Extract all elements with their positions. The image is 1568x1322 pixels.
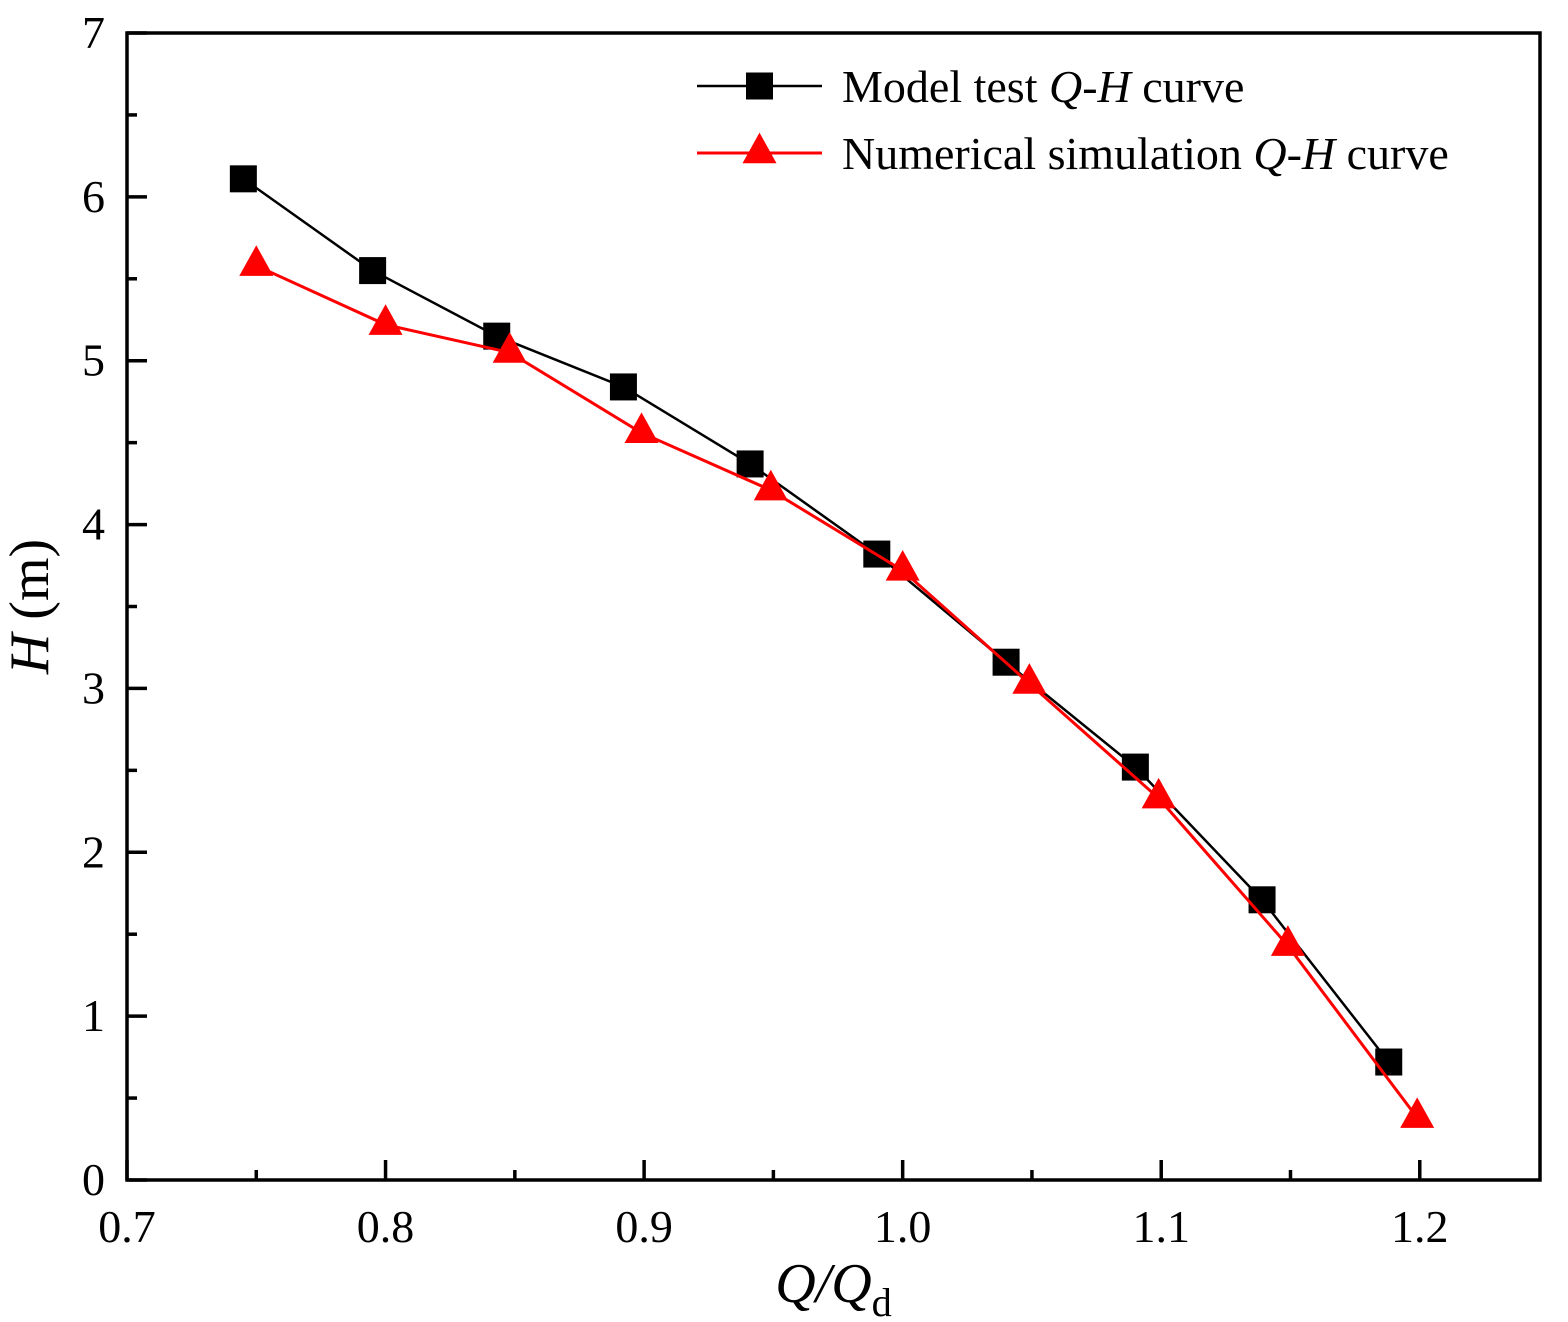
model-test-marker: [229, 165, 257, 193]
numerical-simulation-marker: [753, 469, 788, 501]
legend-marker-numerical-simulation: [742, 132, 777, 164]
numerical-simulation-marker: [1012, 663, 1047, 694]
x-tick-label: 1.0: [874, 1201, 932, 1252]
y-tick-label: 1: [82, 990, 105, 1041]
y-tick-label: 3: [82, 662, 105, 713]
y-axis-title: H (m): [0, 539, 61, 675]
y-tick-label: 4: [82, 499, 105, 550]
legend-marker-model-test: [746, 72, 773, 100]
x-axis-title: Q/Qd: [775, 1253, 892, 1317]
numerical-simulation-marker: [885, 550, 920, 581]
plot-border: [125, 31, 1542, 1182]
x-tick-label: 0.8: [357, 1201, 415, 1252]
y-tick-label: 6: [82, 171, 105, 222]
numerical-simulation-marker: [1400, 1097, 1435, 1128]
numerical-simulation-marker: [492, 332, 527, 363]
model-test-marker: [609, 373, 637, 401]
numerical-simulation-marker: [1270, 925, 1305, 956]
legend-label-numerical-simulation: Numerical simulation Q-H curve: [842, 128, 1449, 179]
y-tick-label: 5: [82, 335, 105, 386]
y-tick-label: 0: [82, 1154, 105, 1205]
numerical-simulation-marker: [1141, 777, 1176, 809]
numerical-simulation-marker: [624, 412, 659, 444]
x-tick-label: 1.1: [1132, 1201, 1190, 1252]
x-tick-label: 0.7: [98, 1201, 156, 1252]
numerical-simulation-marker: [368, 304, 403, 335]
model-test-marker: [1248, 886, 1276, 914]
x-tick-label: 0.9: [615, 1201, 673, 1252]
numerical-simulation-line: [255, 264, 1419, 1119]
numerical-simulation-marker: [239, 245, 274, 276]
model-test-line: [242, 177, 1390, 1063]
y-tick-label: 2: [82, 826, 105, 877]
model-test-marker: [1375, 1048, 1403, 1076]
model-test-marker: [359, 257, 387, 285]
model-test-marker: [736, 450, 764, 478]
x-tick-label: 1.2: [1391, 1201, 1449, 1252]
y-tick-label: 7: [82, 7, 105, 58]
legend-label-model-test: Model test Q-H curve: [842, 61, 1244, 112]
